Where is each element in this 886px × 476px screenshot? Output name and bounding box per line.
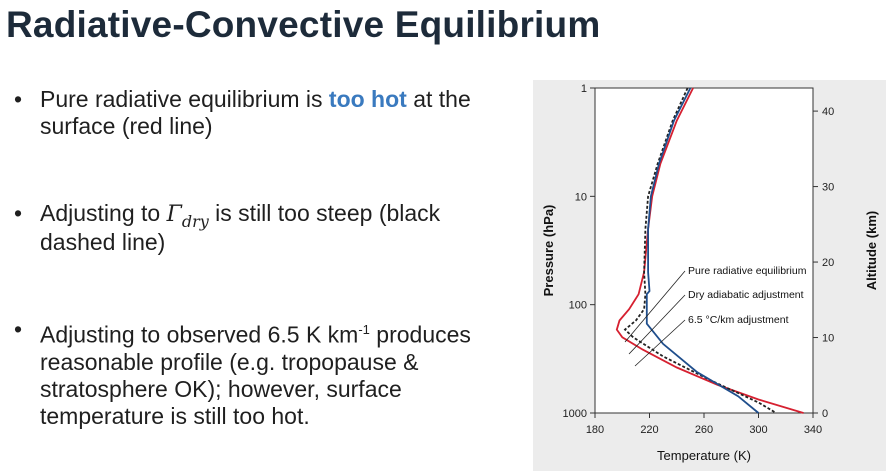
x-tick-label: 260 (695, 424, 713, 436)
legend-leader-line (628, 294, 686, 355)
bullet-text-part: Adjusting to observed 6.5 K km (40, 321, 359, 348)
bullet-text-part: is still too steep (black dashed line) (40, 200, 441, 255)
series-line-0 (615, 87, 804, 414)
x-tick-label: 340 (804, 424, 822, 436)
legend-label: 6.5 °C/km adjustment (688, 314, 789, 326)
series-line-2 (645, 87, 760, 414)
y2-tick-label: 0 (822, 408, 828, 420)
gamma-symbol: Γ (166, 202, 182, 227)
y-tick-label: 1 (581, 83, 587, 95)
y2-tick-label: 20 (822, 257, 834, 269)
y2-tick-label: 40 (822, 106, 834, 118)
slide-title: Radiative-Convective Equilibrium (6, 4, 601, 45)
bullet-text: Adjusting to observed 6.5 K km-1 produce… (40, 316, 520, 430)
legend-label: Dry adiabatic adjustment (688, 289, 804, 301)
x-tick-label: 180 (586, 424, 604, 436)
bullet-dot: • (14, 200, 23, 226)
y2-axis-label: Altitude (km) (864, 211, 879, 290)
temperature-profile-chart: 180 220 260 300 340 1 10 100 1000 0 10 20 30 40 Temper… (541, 83, 879, 463)
legend-leader-line (634, 319, 686, 367)
x-axis-label: Temperature (K) (657, 448, 751, 463)
legend-label: Pure radiative equilibrium (688, 265, 807, 277)
x-tick-label: 300 (749, 424, 767, 436)
y-tick-label: 1000 (563, 408, 587, 420)
bullet-text: Adjusting to Γdry is still too steep (bl… (40, 200, 520, 256)
x-tick-label: 220 (640, 424, 658, 436)
bullet-text-part: at the surface (red line) (40, 86, 471, 139)
y2-tick-label: 10 (822, 333, 834, 345)
gamma-dry-symbol: Γdry (166, 202, 209, 231)
y-tick-label: 10 (575, 191, 587, 203)
bullet-text-part: produces reasonable profile (e.g. tropop… (40, 321, 471, 429)
bullet-dot: • (14, 86, 23, 112)
y-tick-label: 100 (569, 300, 587, 312)
gamma-subscript: dry (181, 212, 209, 231)
y-axis-label: Pressure (hPa) (541, 205, 556, 297)
bullet-text-part: Adjusting to (40, 200, 167, 226)
superscript: -1 (358, 322, 370, 337)
y2-tick-label: 30 (822, 182, 834, 194)
bullet-text: Pure radiative equilibrium is too hot at… (40, 86, 520, 140)
plot-area (594, 87, 814, 414)
highlight-too-hot: too hot (328, 86, 407, 112)
temperature-profile-figure: 180 220 260 300 340 1 10 100 1000 0 10 20 30 40 Temper… (533, 80, 886, 471)
bullet-text-part: Pure radiative equilibrium is (40, 86, 329, 112)
series-line-1 (623, 87, 777, 414)
legend-leader-line (624, 270, 686, 343)
bullet-dot: • (14, 316, 23, 342)
